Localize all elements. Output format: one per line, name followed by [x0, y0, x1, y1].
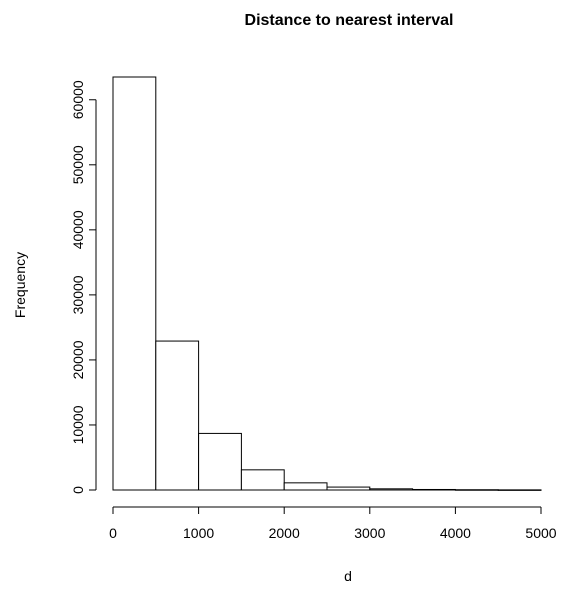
x-tick-label: 2000	[269, 525, 300, 541]
histogram-bar	[112, 76, 157, 491]
histogram-bar	[198, 432, 242, 491]
y-tick-label: 40000	[70, 210, 86, 249]
histogram-bar	[326, 486, 371, 491]
chart-title: Distance to nearest interval	[245, 12, 454, 29]
histogram-bar	[369, 488, 414, 491]
y-axis-label: Frequency	[12, 252, 28, 318]
y-tick-label: 20000	[70, 340, 86, 379]
y-axis: 0 10000 20000 30000 40000 50000 60000	[70, 80, 97, 494]
y-tick-label: 10000	[70, 405, 86, 444]
x-axis-label: d	[344, 568, 352, 584]
y-tick-label: 60000	[70, 80, 86, 119]
x-axis: 0 1000 2000 3000 4000 5000	[109, 506, 557, 541]
y-tick-label: 50000	[70, 145, 86, 184]
histogram-bar	[240, 469, 285, 491]
x-tick-label: 4000	[440, 525, 471, 541]
x-tick-label: 0	[109, 525, 117, 541]
x-tick-label: 5000	[525, 525, 556, 541]
histogram-bar	[283, 482, 328, 491]
x-tick-label: 3000	[354, 525, 385, 541]
bars-group	[112, 76, 542, 491]
histogram-bar	[497, 489, 542, 491]
y-tick-label: 0	[70, 486, 86, 494]
x-tick-label: 1000	[183, 525, 214, 541]
histogram-bar	[155, 340, 200, 491]
histogram-bar	[454, 489, 499, 491]
y-tick-label: 30000	[70, 275, 86, 314]
histogram-bar	[412, 488, 456, 491]
